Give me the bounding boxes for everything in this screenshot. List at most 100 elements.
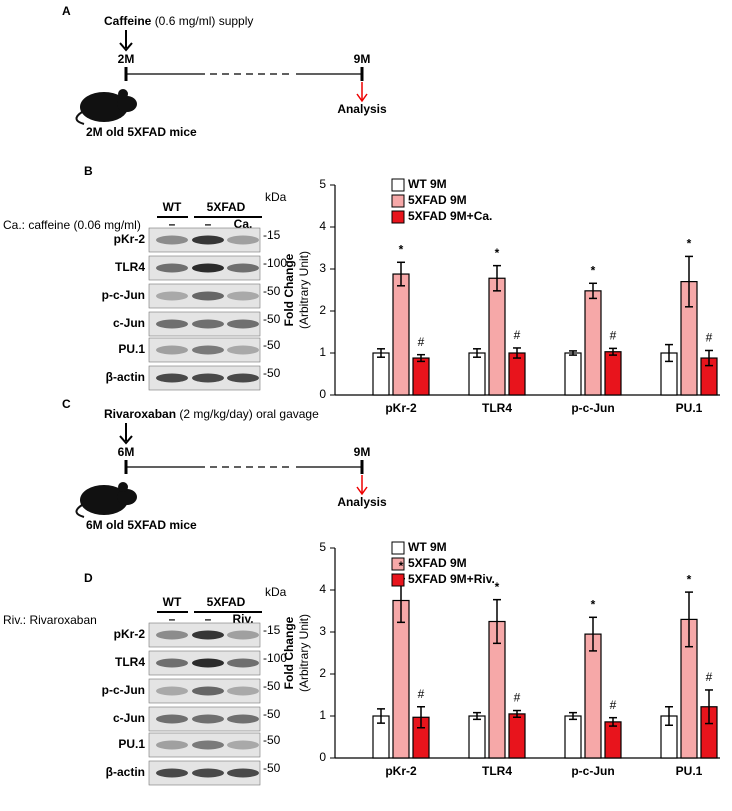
band — [192, 319, 224, 329]
row-label: PU.1 — [118, 737, 145, 751]
y-tick-label: 5 — [319, 540, 326, 554]
y-tick-label: 2 — [319, 303, 326, 317]
band — [227, 630, 259, 640]
bar — [508, 713, 526, 759]
size-label: -15 — [263, 228, 281, 242]
band — [227, 686, 259, 696]
y-tick-label: 2 — [319, 666, 326, 680]
row-label: TLR4 — [115, 655, 145, 669]
y-tick-label: 4 — [319, 582, 326, 596]
x-tick-label: pKr-2 — [385, 764, 417, 778]
size-label: -50 — [263, 284, 281, 298]
band — [156, 658, 188, 668]
significance: * — [687, 572, 692, 586]
arrow-head — [119, 42, 133, 52]
significance: * — [399, 242, 404, 256]
panel-label: B — [84, 164, 93, 178]
start-label: 6M — [118, 445, 135, 459]
x-tick-label: TLR4 — [482, 764, 512, 778]
band — [156, 373, 188, 383]
legend-swatch — [391, 573, 405, 587]
size-label: -50 — [263, 366, 281, 380]
subject: 2M old 5XFAD mice — [86, 125, 197, 139]
legend-label: 5XFAD 9M+Ca. — [408, 209, 492, 223]
size-label: -50 — [263, 761, 281, 775]
band — [156, 263, 188, 273]
treatment: Caffeine (0.6 mg/ml) supply — [104, 14, 253, 28]
bar — [584, 633, 602, 759]
mouse-body — [80, 92, 128, 122]
y-label: Fold Change — [282, 253, 296, 326]
significance: # — [706, 670, 713, 684]
row-label: pKr-2 — [114, 627, 146, 641]
group-label: 5XFAD — [207, 200, 246, 214]
group-label: WT — [163, 200, 182, 214]
band — [192, 235, 224, 245]
mouse-head — [117, 489, 137, 505]
arrow-head — [119, 435, 133, 445]
y-label: Fold Change — [282, 616, 296, 689]
band — [227, 373, 259, 383]
legend-label: 5XFAD 9M+Riv. — [408, 572, 495, 586]
subject: 6M old 5XFAD mice — [86, 518, 197, 532]
group-label: WT — [163, 595, 182, 609]
bar — [412, 357, 430, 396]
size-label: -50 — [263, 679, 281, 693]
band — [192, 345, 224, 355]
row-label: p-c-Jun — [102, 288, 145, 302]
band — [227, 291, 259, 301]
size-label: -50 — [263, 312, 281, 326]
mouse-tail — [75, 111, 85, 125]
band — [192, 630, 224, 640]
row-label: pKr-2 — [114, 232, 146, 246]
size-label: -15 — [263, 623, 281, 637]
lane-label: Riv. — [232, 612, 253, 626]
legend-swatch — [391, 194, 405, 208]
band — [192, 768, 224, 778]
panel-label: A — [62, 4, 71, 18]
size-label: -100 — [263, 256, 287, 270]
bar — [604, 351, 622, 396]
mouse-ear — [118, 89, 128, 99]
y-tick-label: 1 — [319, 708, 326, 722]
band — [227, 319, 259, 329]
band — [156, 235, 188, 245]
significance: * — [495, 246, 500, 260]
band — [192, 658, 224, 668]
significance: # — [418, 687, 425, 701]
lane-label: – — [169, 217, 176, 231]
bar — [584, 290, 602, 396]
row-label: β-actin — [106, 370, 145, 384]
row-label: β-actin — [106, 765, 145, 779]
y-tick-label: 3 — [319, 261, 326, 275]
x-tick-label: PU.1 — [676, 764, 703, 778]
agent: Rivaroxaban — [104, 407, 176, 421]
y-tick-label: 0 — [319, 387, 326, 401]
band — [156, 740, 188, 750]
mouse-tail — [75, 504, 85, 518]
treatment: Rivaroxaban (2 mg/kg/day) oral gavage — [104, 407, 319, 421]
band — [227, 714, 259, 724]
x-tick-label: p-c-Jun — [571, 764, 614, 778]
lane-label: – — [205, 217, 212, 231]
start-label: 2M — [118, 52, 135, 66]
significance: * — [591, 263, 596, 277]
panel-label: D — [84, 571, 93, 585]
band — [227, 658, 259, 668]
lane-label: – — [205, 612, 212, 626]
unit: kDa — [265, 190, 287, 204]
bar — [488, 277, 506, 396]
group-label: 5XFAD — [207, 595, 246, 609]
band — [156, 768, 188, 778]
bar — [564, 352, 582, 396]
significance: * — [591, 597, 596, 611]
size-label: -50 — [263, 338, 281, 352]
x-tick-label: p-c-Jun — [571, 401, 614, 415]
band — [156, 345, 188, 355]
band — [192, 291, 224, 301]
end-label: 9M — [354, 445, 371, 459]
y-tick-label: 5 — [319, 177, 326, 191]
legend-label: 5XFAD 9M — [408, 193, 467, 207]
significance: * — [495, 580, 500, 594]
